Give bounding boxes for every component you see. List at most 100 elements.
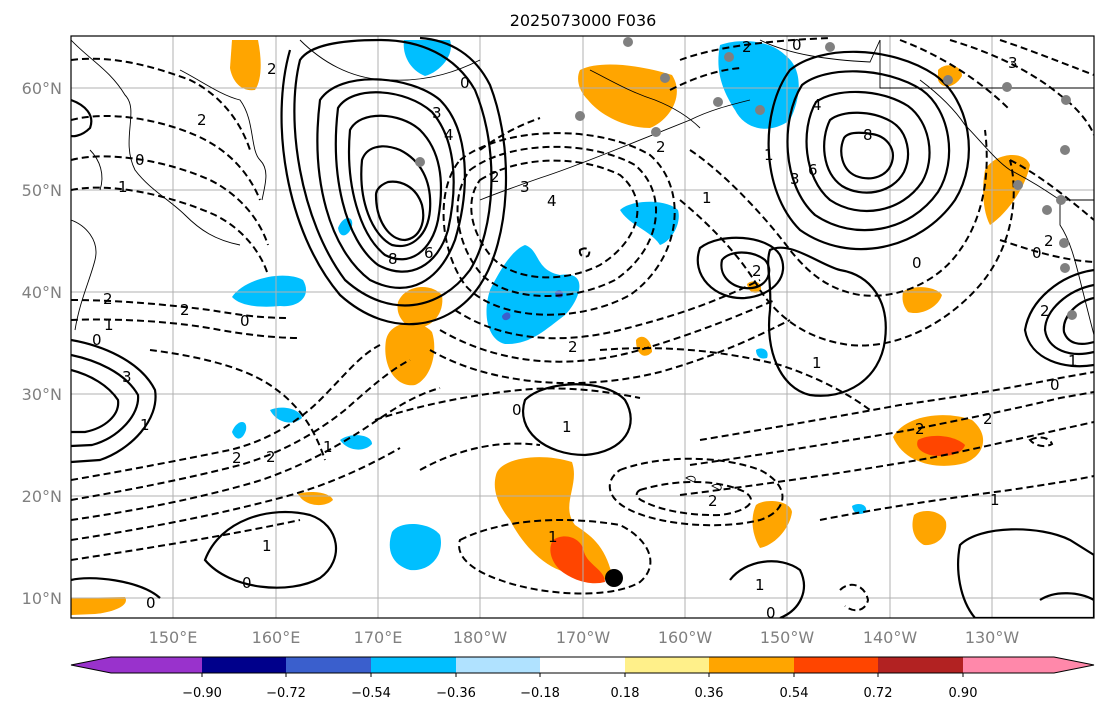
contour-label: 2 bbox=[1040, 302, 1050, 320]
station-marker bbox=[755, 105, 765, 115]
colorbar-segment bbox=[709, 657, 794, 673]
station-marker bbox=[651, 127, 661, 137]
contour-label: 6 bbox=[424, 244, 434, 262]
lat-tick-label: 30°N bbox=[22, 385, 62, 404]
shade-positive-area bbox=[578, 64, 677, 128]
contour-label: 1 bbox=[548, 528, 558, 546]
coastlines bbox=[71, 39, 1094, 491]
colorbar-tick-label: −0.90 bbox=[182, 686, 222, 701]
contour-label: 2 bbox=[232, 449, 242, 467]
contour-label: 6 bbox=[808, 161, 818, 179]
contour-label: 4 bbox=[547, 192, 557, 210]
station-markers bbox=[415, 37, 1077, 320]
contour-label: 2 bbox=[568, 338, 578, 356]
colorbar-tick-label: 0.72 bbox=[864, 686, 893, 701]
contour-label: 1 bbox=[764, 146, 774, 164]
lat-tick-label: 60°N bbox=[22, 79, 62, 98]
contour-label: 2 bbox=[708, 492, 718, 510]
shade-negative-area bbox=[852, 504, 867, 514]
lon-tick-label: 130°W bbox=[965, 628, 1020, 647]
station-marker bbox=[724, 52, 734, 62]
contour-label: 0 bbox=[792, 36, 802, 54]
longitude-axis: 150°E 160°E 170°E 180°W 170°W 160°W 150°… bbox=[149, 628, 1020, 647]
shade-negative-area bbox=[756, 348, 768, 359]
station-marker bbox=[943, 75, 953, 85]
contour-label: 2 bbox=[103, 290, 113, 308]
contour-label: 3 bbox=[520, 178, 530, 196]
solid-contours bbox=[71, 36, 1094, 618]
station-marker bbox=[1061, 95, 1071, 105]
station-marker bbox=[623, 37, 633, 47]
contour-label: 1 bbox=[562, 418, 572, 436]
contour-label: 1 bbox=[755, 576, 765, 594]
lon-tick-label: 160°W bbox=[658, 628, 713, 647]
contour-label: 1 bbox=[262, 537, 272, 555]
shade-negative-area bbox=[403, 40, 451, 76]
lat-tick-label: 10°N bbox=[22, 589, 62, 608]
contour-label: 4 bbox=[444, 126, 454, 144]
contour-label: 1 bbox=[104, 316, 114, 334]
station-marker bbox=[575, 111, 585, 121]
colorbar-tick-label: −0.54 bbox=[351, 686, 391, 701]
shade-strong-positive-area bbox=[917, 435, 965, 457]
colorbar-tick-label: 0.36 bbox=[695, 686, 724, 701]
colorbar-segment bbox=[202, 657, 286, 673]
contour-label: 0 bbox=[460, 74, 470, 92]
lon-tick-label: 160°E bbox=[252, 628, 301, 647]
station-marker bbox=[1042, 205, 1052, 215]
contour-label: 4 bbox=[812, 96, 822, 114]
station-marker bbox=[1002, 82, 1012, 92]
station-marker bbox=[1013, 180, 1023, 190]
contour-label: 2 bbox=[1044, 232, 1054, 250]
contour-label: 2 bbox=[490, 168, 500, 186]
station-marker bbox=[415, 157, 425, 167]
station-marker bbox=[1067, 310, 1077, 320]
shade-strong-positive-area bbox=[550, 536, 605, 584]
shade-negative-area bbox=[232, 275, 307, 307]
colorbar-extend-min bbox=[71, 657, 202, 673]
shade-positive-area bbox=[397, 286, 443, 329]
contour-label: 2 bbox=[266, 448, 276, 466]
colorbar-tick-label: 0.90 bbox=[949, 686, 978, 701]
contour-label: 1 bbox=[1068, 352, 1078, 370]
colorbar-outline bbox=[70, 656, 1095, 674]
colorbar-segment bbox=[878, 657, 963, 673]
lat-tick-label: 40°N bbox=[22, 283, 62, 302]
contour-label: 0 bbox=[242, 574, 252, 592]
contour-label: 1 bbox=[812, 354, 822, 372]
shade-positive-area bbox=[902, 287, 942, 314]
shade-positive-area bbox=[912, 510, 947, 546]
station-marker bbox=[1060, 263, 1070, 273]
contour-label: 2 bbox=[180, 301, 190, 319]
station-marker bbox=[660, 73, 670, 83]
shade-negative-area bbox=[718, 41, 799, 129]
contour-label: 1 bbox=[140, 416, 150, 434]
shade-positive-area bbox=[385, 322, 435, 386]
shade-strong-negative-area bbox=[502, 312, 511, 321]
storm-center-marker bbox=[605, 569, 623, 587]
contour-label: 3 bbox=[790, 170, 800, 188]
colorbar-segment bbox=[456, 657, 540, 673]
colorbar-segment bbox=[286, 657, 371, 673]
latitude-axis: 60°N 50°N 40°N 30°N 20°N 10°N bbox=[22, 79, 62, 608]
shade-positive-area bbox=[636, 336, 652, 356]
contour-label: 3 bbox=[432, 104, 442, 122]
map-frame bbox=[70, 35, 1095, 619]
station-marker bbox=[1059, 238, 1069, 248]
contour-label: 1 bbox=[323, 438, 333, 456]
colorbar-tick-label: 0.18 bbox=[611, 686, 640, 701]
colorbar bbox=[70, 656, 1095, 677]
colorbar-tick-label: 0.54 bbox=[780, 686, 809, 701]
contour-label: 2 bbox=[983, 410, 993, 428]
contour-label: 1 bbox=[118, 178, 128, 196]
shade-positive-area bbox=[752, 500, 792, 548]
shade-positive-area bbox=[230, 40, 261, 91]
shade-negative-area bbox=[232, 421, 247, 439]
contour-label: 0 bbox=[1032, 244, 1042, 262]
contour-label: 3 bbox=[122, 368, 132, 386]
contour-label: 2 bbox=[197, 111, 207, 129]
map-panel: 3 4 6 8 3 4 1 6 8 3 2 1 0 2 1 2 0 2 3 1 … bbox=[71, 36, 1094, 618]
lon-tick-label: 140°W bbox=[863, 628, 918, 647]
colorbar-tick-label: −0.36 bbox=[436, 686, 476, 701]
